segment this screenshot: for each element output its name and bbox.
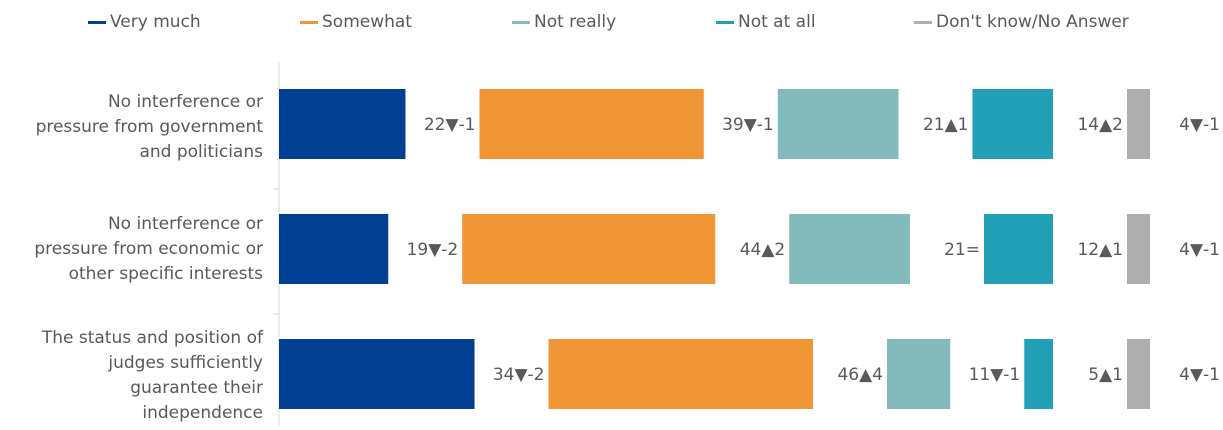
data-label: 22▼-1 (424, 115, 476, 135)
bar (548, 339, 813, 409)
bar (972, 89, 1053, 159)
data-label: 4▼-1 (1179, 240, 1220, 260)
bar (1127, 89, 1150, 159)
legend-label: Don't know/No Answer (936, 12, 1129, 32)
legend-item-very-much: Very much (88, 12, 201, 32)
data-label: 4▼-1 (1179, 115, 1220, 135)
data-label: 21= (944, 240, 980, 260)
bar (462, 214, 716, 284)
bar (984, 214, 1053, 284)
bar (789, 214, 910, 284)
legend-item-not-really: Not really (512, 12, 616, 32)
category-label-line: independence (142, 403, 263, 423)
category-label-line: No interference or (107, 214, 263, 234)
bar (1024, 339, 1053, 409)
data-label: 39▼-1 (722, 115, 774, 135)
data-label: 11▼-1 (969, 365, 1021, 385)
legend: Very much Somewhat Not really Not at all… (0, 12, 1223, 38)
bar (1127, 339, 1150, 409)
category-label: No interference or pressure from governm… (0, 90, 263, 165)
legend-item-dont-know: Don't know/No Answer (914, 12, 1129, 32)
data-label: 19▼-2 (407, 240, 459, 260)
category-label-line: pressure from economic or (34, 239, 263, 259)
category-label-line: and politicians (139, 142, 263, 162)
category-label: No interference or pressure from economi… (0, 212, 263, 287)
legend-item-somewhat: Somewhat (300, 12, 412, 32)
legend-swatch (512, 20, 530, 24)
legend-item-not-at-all: Not at all (716, 12, 816, 32)
legend-label: Very much (110, 12, 201, 32)
category-label-line: pressure from government (35, 117, 263, 137)
data-label: 5▲1 (1088, 365, 1123, 385)
data-label: 12▲1 (1077, 240, 1123, 260)
data-label: 4▼-1 (1179, 365, 1220, 385)
legend-swatch (300, 20, 318, 24)
bar (279, 339, 475, 409)
bar (887, 339, 951, 409)
legend-label: Not at all (738, 12, 816, 32)
data-label: 44▲2 (740, 240, 786, 260)
legend-swatch (88, 20, 106, 24)
data-label: 34▼-2 (493, 365, 545, 385)
category-label: The status and position of judges suffic… (0, 326, 263, 426)
category-label-line: judges sufficiently (108, 353, 263, 373)
data-label: 21▲1 (923, 115, 969, 135)
bar (279, 214, 389, 284)
legend-swatch (914, 20, 932, 24)
category-label-line: other specific interests (68, 264, 263, 284)
bar (777, 89, 899, 159)
legend-label: Not really (534, 12, 617, 32)
data-label: 14▲2 (1077, 115, 1123, 135)
category-label-line: No interference or (107, 92, 263, 112)
legend-swatch (716, 20, 734, 24)
bar (1127, 214, 1150, 284)
bar (279, 89, 406, 159)
category-label-line: The status and position of (41, 328, 263, 348)
legend-label: Somewhat (322, 12, 412, 32)
category-label-line: guarantee their (130, 378, 263, 398)
data-label: 46▲4 (837, 365, 883, 385)
bar (479, 89, 704, 159)
